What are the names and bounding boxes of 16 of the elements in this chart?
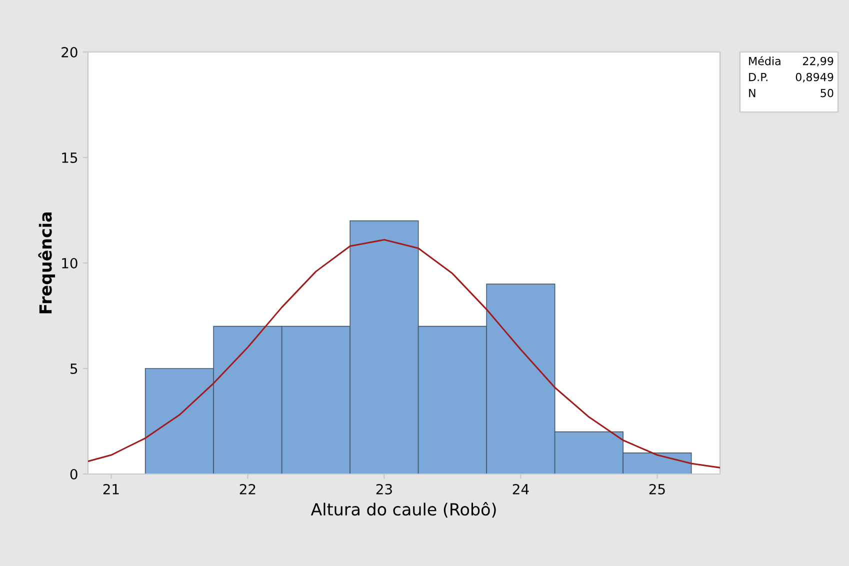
y-tick-label: 5 xyxy=(70,364,78,374)
x-tick-label: 21 xyxy=(103,484,119,494)
y-axis-title: Frequência xyxy=(38,212,56,314)
x-tick-label: 22 xyxy=(240,484,256,494)
x-tick-label: 23 xyxy=(376,484,392,494)
line-series xyxy=(88,239,720,468)
text: N 50 xyxy=(749,88,834,98)
y-tick-label: 20 xyxy=(62,46,78,58)
y-tick-label: 10 xyxy=(62,258,78,268)
y-tick-label: 15 xyxy=(62,152,78,163)
text: D.P. 0,8949 xyxy=(749,72,834,82)
text: Média 22,99 xyxy=(749,56,834,66)
x-tick-label: 24 xyxy=(512,484,529,494)
x-axis-title: Altura do caule (Robô) xyxy=(310,502,496,518)
x-tick-label: 25 xyxy=(649,484,665,494)
y-tick-label: 0 xyxy=(70,468,78,480)
